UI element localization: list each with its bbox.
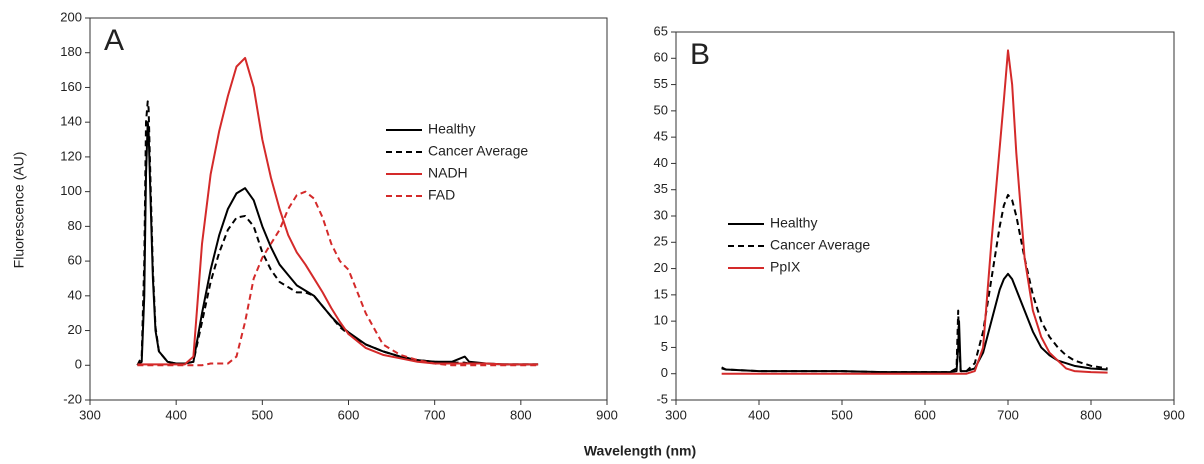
y-tick-label: 120 bbox=[60, 148, 82, 163]
y-tick-label: 60 bbox=[68, 253, 82, 268]
y-tick-label: 140 bbox=[60, 114, 82, 129]
plot-area bbox=[136, 56, 539, 367]
legend: Healthy Cancer Average NADH FAD bbox=[382, 115, 577, 211]
series-line bbox=[137, 56, 539, 366]
x-tick-label: 800 bbox=[510, 407, 532, 422]
y-tick-label: 65 bbox=[654, 23, 668, 38]
y-tick-label: 55 bbox=[654, 76, 668, 91]
y-tick-label: 20 bbox=[654, 260, 668, 275]
legend-label: Cancer Average bbox=[770, 237, 870, 253]
y-tick-label: 40 bbox=[68, 287, 82, 302]
x-tick-label: 700 bbox=[997, 407, 1019, 422]
y-tick-label: -5 bbox=[656, 391, 668, 406]
series-line bbox=[137, 190, 539, 367]
legend-label: NADH bbox=[428, 165, 468, 181]
panel-label: A bbox=[104, 24, 124, 57]
y-tick-label: 40 bbox=[654, 155, 668, 170]
y-tick-label: 200 bbox=[60, 9, 82, 24]
series-line bbox=[136, 100, 539, 366]
y-axis-label: Fluorescence (AU) bbox=[11, 152, 27, 269]
x-axis-label: Wavelength (nm) bbox=[584, 443, 696, 459]
x-tick-label: 600 bbox=[914, 407, 936, 422]
legend-label: Cancer Average bbox=[428, 143, 528, 159]
x-tick-label: 600 bbox=[338, 407, 360, 422]
legend-label: Healthy bbox=[428, 121, 475, 137]
y-tick-label: 15 bbox=[654, 286, 668, 301]
x-tick-label: 900 bbox=[1163, 407, 1185, 422]
y-tick-label: -20 bbox=[63, 391, 82, 406]
y-tick-label: 45 bbox=[654, 129, 668, 144]
y-tick-label: 10 bbox=[654, 313, 668, 328]
panel: 300 400 500 600 700 800 900 -5 0 5 10 15 20 25 30 35 40 4… bbox=[654, 23, 1185, 422]
y-tick-label: 20 bbox=[68, 322, 82, 337]
y-tick-label: 25 bbox=[654, 234, 668, 249]
legend-label: Healthy bbox=[770, 215, 817, 231]
legend: Healthy Cancer Average PpIX bbox=[724, 209, 919, 283]
y-tick-label: 30 bbox=[654, 207, 668, 222]
y-tick-label: 60 bbox=[654, 50, 668, 65]
panel-label: B bbox=[690, 38, 710, 71]
x-tick-label: 400 bbox=[748, 407, 770, 422]
y-tick-label: 50 bbox=[654, 102, 668, 117]
x-tick-label: 400 bbox=[165, 407, 187, 422]
x-tick-label: 300 bbox=[665, 407, 687, 422]
y-tick-label: 180 bbox=[60, 44, 82, 59]
y-tick-label: 100 bbox=[60, 183, 82, 198]
legend-label: PpIX bbox=[770, 259, 801, 275]
y-tick-label: 5 bbox=[661, 339, 668, 354]
x-tick-label: 300 bbox=[79, 407, 101, 422]
x-tick-label: 700 bbox=[424, 407, 446, 422]
series-line bbox=[721, 49, 1108, 375]
y-tick-label: 160 bbox=[60, 79, 82, 94]
x-tick-label: 500 bbox=[831, 407, 853, 422]
plot-area bbox=[721, 49, 1108, 375]
y-tick-label: 0 bbox=[75, 357, 82, 372]
x-tick-label: 800 bbox=[1080, 407, 1102, 422]
legend-label: FAD bbox=[428, 187, 455, 203]
y-tick-label: 80 bbox=[68, 218, 82, 233]
y-tick-label: 0 bbox=[661, 365, 668, 380]
legend-box bbox=[724, 209, 919, 283]
panel: 300 400 500 600 700 800 900 -20 0 20 40 60 80 100 120 1… bbox=[60, 9, 618, 422]
series-line bbox=[721, 272, 1108, 374]
x-tick-label: 500 bbox=[251, 407, 273, 422]
y-tick-label: 35 bbox=[654, 181, 668, 196]
x-tick-label: 900 bbox=[596, 407, 618, 422]
